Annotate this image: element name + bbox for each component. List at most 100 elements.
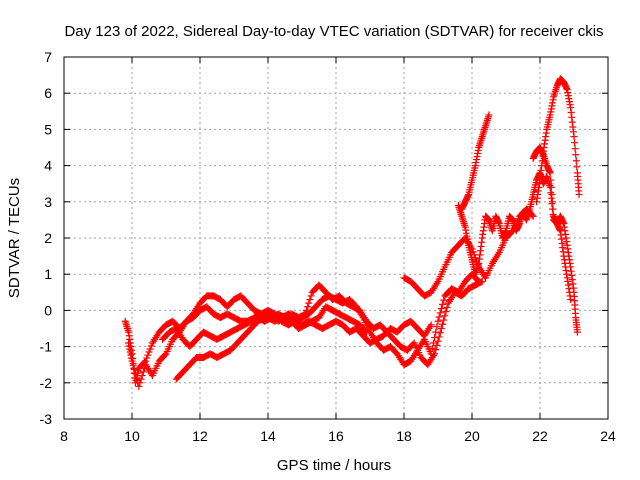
data-point (478, 277, 486, 285)
data-point (432, 328, 440, 336)
data-point (431, 350, 439, 358)
series-sat-d (159, 303, 371, 351)
data-point (442, 308, 450, 316)
data-point (440, 296, 448, 304)
y-tick-label: 7 (44, 49, 52, 65)
data-point (573, 163, 581, 171)
data-point (136, 379, 144, 387)
data-point (301, 310, 309, 318)
y-tick-label: 6 (44, 85, 52, 101)
data-point (477, 278, 485, 286)
y-tick-label: 5 (44, 121, 52, 137)
x-tick-label: 8 (60, 428, 68, 444)
x-tick-label: 18 (396, 428, 412, 444)
data-point (131, 370, 139, 378)
data-point (435, 313, 443, 321)
data-point (130, 366, 138, 374)
data-point (146, 345, 154, 353)
data-point (548, 198, 556, 206)
data-point (428, 344, 436, 352)
data-point (361, 327, 369, 335)
data-point (440, 316, 448, 324)
data-point (439, 300, 447, 308)
data-point (303, 306, 311, 314)
data-point (436, 309, 444, 317)
data-point (128, 357, 136, 365)
series-sat-c (172, 277, 486, 383)
y-tick-label: -2 (40, 375, 53, 391)
series-sat-f (458, 111, 493, 213)
y-tick-label: -3 (40, 411, 53, 427)
data-point (144, 351, 152, 359)
y-tick-label: 2 (44, 230, 52, 246)
data-point (437, 305, 445, 313)
x-tick-label: 24 (600, 428, 616, 444)
data-point (137, 375, 145, 383)
x-tick-label: 16 (328, 428, 344, 444)
data-point (145, 348, 153, 356)
data-point (306, 296, 314, 304)
data-point (133, 374, 141, 382)
y-tick-label: 0 (44, 302, 52, 318)
data-point (147, 342, 155, 350)
data-point (575, 191, 583, 199)
series-sat-g (454, 169, 575, 304)
data-point (304, 303, 312, 311)
y-tick-label: 4 (44, 158, 52, 174)
x-tick-label: 12 (192, 428, 208, 444)
data-point (443, 303, 451, 311)
data-point (441, 312, 449, 320)
data-point (161, 351, 169, 359)
data-point (433, 323, 441, 331)
x-tick-label: 10 (124, 428, 140, 444)
data-point (571, 139, 579, 147)
y-axis-label: SDTVAR / TECUs (6, 178, 23, 298)
data-point (300, 311, 308, 319)
data-point (567, 296, 575, 304)
data-point (572, 157, 580, 165)
grid (64, 57, 608, 419)
data-point (307, 292, 315, 300)
data-point (434, 337, 442, 345)
data-point (143, 354, 151, 362)
data-point (431, 334, 439, 342)
x-axis-label: GPS time / hours (277, 457, 391, 474)
data-point (548, 191, 556, 199)
data-point (129, 361, 137, 369)
y-tick-label: 3 (44, 194, 52, 210)
data-point (572, 151, 580, 159)
data-point (547, 183, 555, 191)
y-tick-label: 1 (44, 266, 52, 282)
data-point (485, 111, 493, 119)
data-point (571, 145, 579, 153)
data-point (138, 372, 146, 380)
series-sat-i (529, 144, 581, 336)
data-point (433, 341, 441, 349)
x-tick-label: 22 (532, 428, 548, 444)
data-point (573, 328, 581, 336)
data-point (305, 299, 313, 307)
data-point (439, 320, 447, 328)
y-tick-label: -1 (40, 339, 53, 355)
data-point (432, 346, 440, 354)
data-point (546, 169, 554, 177)
data-point (139, 368, 147, 376)
data-point (570, 133, 578, 141)
data-point (135, 382, 143, 390)
data-point (435, 333, 443, 341)
data-point (437, 325, 445, 332)
data-point (427, 321, 435, 329)
chart-title: Day 123 of 2022, Sidereal Day-to-day VTE… (64, 23, 603, 40)
series-sat-h (533, 75, 583, 206)
x-axis: 8 10 12 14 16 18 20 22 24 (60, 57, 616, 444)
series-sat-b (125, 303, 435, 390)
y-axis: -3 -2 -1 0 1 2 3 4 5 6 7 (40, 49, 608, 427)
data-point (434, 317, 442, 325)
data-point (549, 205, 557, 213)
data-marks (121, 75, 583, 390)
x-tick-label: 14 (260, 428, 276, 444)
data-point (508, 228, 516, 236)
x-tick-label: 20 (464, 428, 480, 444)
data-point (547, 176, 555, 184)
